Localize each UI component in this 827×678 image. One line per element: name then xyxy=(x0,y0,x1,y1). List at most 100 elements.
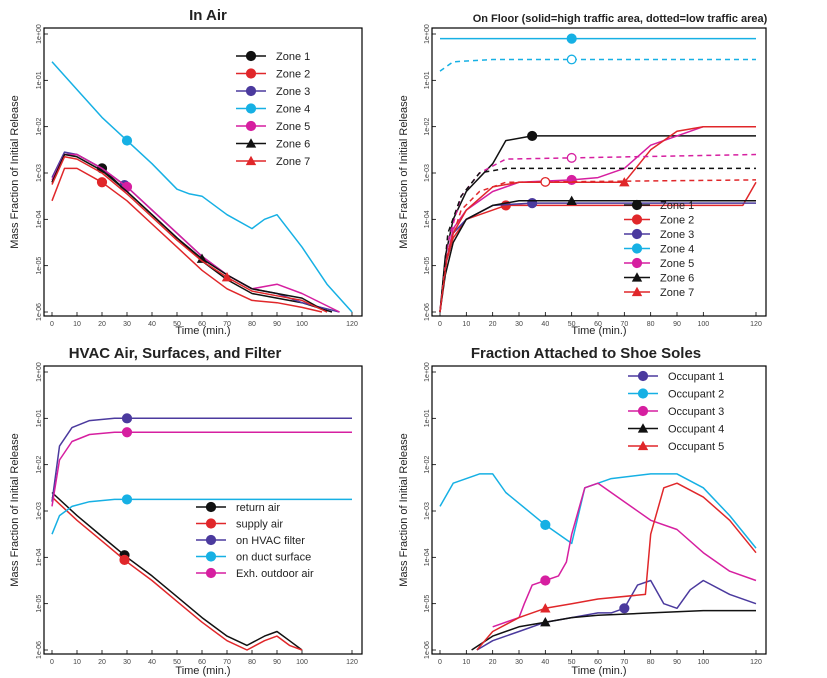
legend-label: return air xyxy=(236,502,280,514)
x-axis-label: Time (min.) xyxy=(175,665,230,677)
data-point xyxy=(540,575,551,586)
data-point xyxy=(121,494,133,505)
series-path xyxy=(439,167,756,313)
series-line xyxy=(492,482,757,628)
series-line xyxy=(439,125,756,313)
data-point xyxy=(540,176,551,187)
data-point xyxy=(245,103,257,114)
data-point xyxy=(119,554,130,565)
x-axis-label: Time (min.) xyxy=(571,325,626,337)
y-tick-label: 1e-02 xyxy=(424,118,431,136)
series-line xyxy=(51,491,303,651)
series-path xyxy=(51,496,303,651)
series-path xyxy=(51,156,328,313)
series-path xyxy=(439,125,756,313)
series-line xyxy=(439,202,756,313)
series-line xyxy=(439,473,757,549)
legend: Occupant 1 Occupant 2 Occupant 3 Occupant 4… xyxy=(628,370,724,453)
x-tick-label: 30 xyxy=(515,659,523,666)
y-tick-label: 1e+00 xyxy=(36,24,43,44)
y-tick-label: 1e-02 xyxy=(36,118,43,136)
y-tick-label: 1e-03 xyxy=(424,502,431,520)
x-tick-label: 50 xyxy=(173,659,181,666)
legend-label: Zone 3 xyxy=(276,86,310,98)
x-tick-label: 90 xyxy=(673,321,681,328)
legend-item: Zone 2 xyxy=(236,68,310,81)
x-tick-label: 80 xyxy=(248,321,256,328)
x-tick-label: 60 xyxy=(594,321,602,328)
y-tick-label: 1e-06 xyxy=(36,303,43,321)
y-tick-label: 1e-04 xyxy=(424,548,431,566)
y-tick-label: 1e+00 xyxy=(424,24,431,44)
x-tick-label: 100 xyxy=(697,659,709,666)
data-point xyxy=(540,603,551,613)
series-path xyxy=(439,58,756,72)
x-tick-label: 120 xyxy=(750,321,762,328)
legend-label: Occupant 2 xyxy=(668,389,724,401)
y-tick-label: 1e-02 xyxy=(36,456,43,474)
x-tick-label: 70 xyxy=(223,321,231,328)
legend: Zone 1 Zone 2 Zone 3 Zone 4 Zone 5 Zone 6 Zone… xyxy=(236,50,310,168)
series-path xyxy=(51,61,353,313)
series-line xyxy=(439,179,757,313)
series-line xyxy=(51,417,352,502)
series-path xyxy=(439,202,756,313)
y-tick-label: 1e-02 xyxy=(424,456,431,474)
data-point xyxy=(631,272,643,282)
y-tick-label: 1e-06 xyxy=(424,303,431,321)
series-line xyxy=(439,58,756,72)
data-point xyxy=(631,214,643,225)
panel-title: Fraction Attached to Shoe Soles xyxy=(471,345,701,362)
series-path xyxy=(51,151,340,313)
y-axis-label: Mass Fraction of Initial Release xyxy=(9,433,21,586)
legend-item: Occupant 2 xyxy=(628,388,724,401)
legend-item: Zone 3 xyxy=(236,85,310,98)
legend-label: Occupant 3 xyxy=(668,406,724,418)
legend-item: Occupant 3 xyxy=(628,405,724,418)
series-path xyxy=(51,431,352,507)
series-line xyxy=(51,156,328,313)
legend-item: Occupant 1 xyxy=(628,370,724,383)
legend: Zone 1 Zone 2 Zone 3 Zone 4 Zone 5 Zone 6 Zone… xyxy=(624,199,694,299)
series-path xyxy=(51,153,328,313)
x-tick-label: 10 xyxy=(462,659,470,666)
tick-labels: 0 10 20 30 40 50 60 70 80 90 100 120 1e-06 1e-05 1e-04… xyxy=(36,362,358,666)
x-axis-label: Time (min.) xyxy=(175,325,230,337)
data-point xyxy=(245,85,257,97)
x-tick-label: 20 xyxy=(98,321,106,328)
plot-frame xyxy=(431,27,767,317)
x-tick-label: 120 xyxy=(750,659,762,666)
legend-label: Zone 6 xyxy=(660,273,694,285)
y-tick-label: 1e-01 xyxy=(36,409,43,427)
y-tick-label: 1e-04 xyxy=(36,548,43,566)
series-path xyxy=(439,473,757,549)
data-point xyxy=(566,174,577,186)
tick-labels: 0 10 20 30 40 50 60 70 80 90 100 120 1e-06 1e-05 1e-04… xyxy=(424,24,762,328)
data-point xyxy=(566,195,577,205)
y-tick-label: 1e-03 xyxy=(36,502,43,520)
x-tick-label: 80 xyxy=(647,321,655,328)
legend-item: Zone 2 xyxy=(624,214,694,227)
x-tick-label: 60 xyxy=(198,321,206,328)
x-tick-label: 70 xyxy=(620,659,628,666)
x-tick-label: 50 xyxy=(173,321,181,328)
data-point xyxy=(527,130,538,142)
x-tick-label: 20 xyxy=(489,321,497,328)
legend-item: Zone 3 xyxy=(624,228,694,241)
series-group xyxy=(439,33,757,313)
legend-label: Zone 1 xyxy=(660,200,694,212)
y-tick-label: 1e-05 xyxy=(36,595,43,613)
legend-item: Occupant 5 xyxy=(628,440,724,453)
series-path xyxy=(439,200,756,313)
data-point xyxy=(245,50,257,62)
series-line xyxy=(51,498,352,535)
legend-item: Zone 6 xyxy=(236,138,310,151)
series-path xyxy=(51,167,323,313)
legend-label: Zone 4 xyxy=(276,104,310,116)
data-point xyxy=(637,388,649,399)
series-path xyxy=(51,153,340,313)
series-group xyxy=(51,413,352,651)
tick-labels: 0 10 20 30 40 50 60 70 80 90 100 120 1e-06 1e-05 1e-04… xyxy=(424,362,762,666)
x-tick-label: 30 xyxy=(123,659,131,666)
y-tick-label: 1e-03 xyxy=(424,164,431,182)
